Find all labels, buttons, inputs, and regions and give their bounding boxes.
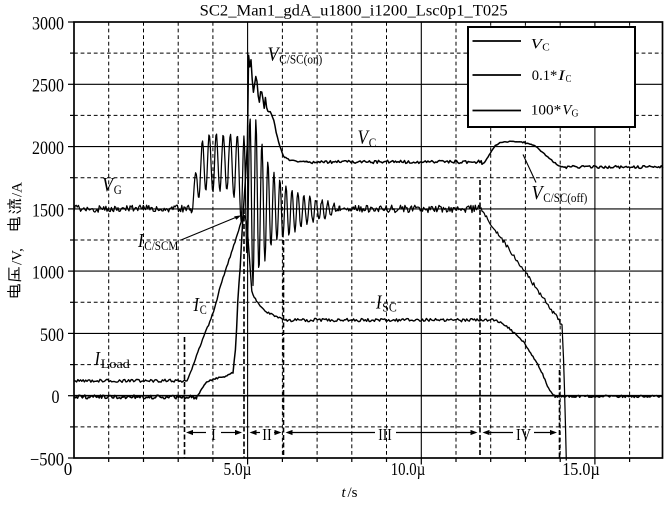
svg-text:2000: 2000 bbox=[32, 139, 64, 159]
svg-text:III: III bbox=[378, 425, 392, 444]
svg-text:/A: /A bbox=[10, 182, 26, 197]
svg-text:IV: IV bbox=[516, 425, 531, 444]
svg-text:C: C bbox=[369, 135, 377, 150]
svg-text:/V,: /V, bbox=[10, 248, 26, 265]
svg-text:1500: 1500 bbox=[32, 201, 64, 221]
svg-text:SC2_Man1_gdA_u1800_i1200_Lsc0p: SC2_Man1_gdA_u1800_i1200_Lsc0p1_T025 bbox=[200, 3, 508, 20]
svg-text:0: 0 bbox=[52, 388, 60, 408]
svg-text:II: II bbox=[262, 425, 272, 444]
svg-text:C: C bbox=[200, 302, 207, 317]
svg-text:I: I bbox=[211, 425, 216, 444]
svg-text:2500: 2500 bbox=[32, 77, 64, 97]
svg-text:C/SC(off): C/SC(off) bbox=[543, 190, 587, 205]
svg-text:SC: SC bbox=[382, 300, 397, 315]
svg-text:Load: Load bbox=[101, 356, 131, 371]
svg-text:G: G bbox=[572, 107, 579, 119]
svg-text:3000: 3000 bbox=[32, 14, 64, 34]
svg-text:−500: −500 bbox=[30, 450, 64, 470]
svg-text:0: 0 bbox=[64, 459, 73, 479]
svg-text:C: C bbox=[566, 73, 572, 85]
svg-text:G: G bbox=[114, 182, 122, 197]
svg-text:1000: 1000 bbox=[32, 264, 64, 284]
svg-text:100*: 100* bbox=[531, 102, 562, 118]
svg-text:C: C bbox=[542, 42, 550, 54]
svg-text:C/SCM: C/SCM bbox=[144, 238, 178, 253]
svg-text:500: 500 bbox=[40, 326, 64, 346]
svg-text:0.1*: 0.1* bbox=[532, 68, 558, 84]
svg-text:5.0µ: 5.0µ bbox=[224, 459, 252, 479]
svg-text:10.0µ: 10.0µ bbox=[391, 459, 426, 479]
svg-text:C/SC(on): C/SC(on) bbox=[279, 52, 322, 67]
svg-text:/s: /s bbox=[348, 485, 358, 500]
svg-text:15.0µ: 15.0µ bbox=[562, 459, 600, 479]
